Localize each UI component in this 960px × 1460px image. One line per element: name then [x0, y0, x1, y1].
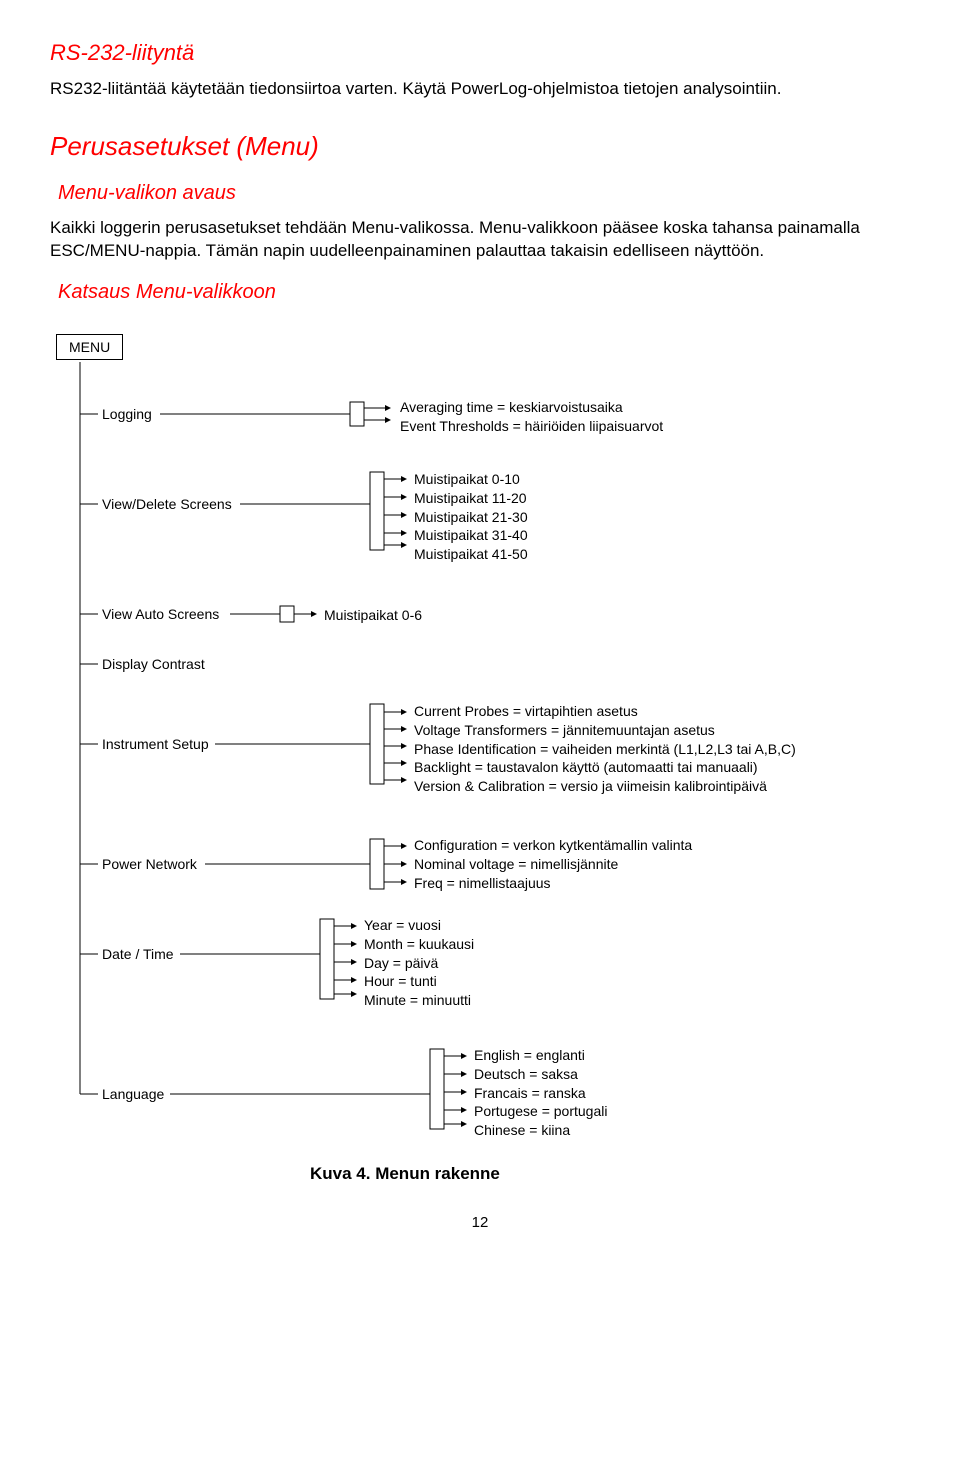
- node-contrast: Display Contrast: [102, 656, 205, 672]
- menu-root-box: MENU: [56, 334, 123, 360]
- leaf-logging: Averaging time = keskiarvoistusaika Even…: [400, 398, 663, 436]
- node-logging: Logging: [102, 406, 152, 422]
- node-power: Power Network: [102, 856, 197, 872]
- menu-avaus-heading: Menu-valikon avaus: [58, 182, 910, 205]
- figure-caption: Kuva 4. Menun rakenne: [310, 1164, 910, 1184]
- rs232-body: RS232-liitäntää käytetään tiedonsiirtoa …: [50, 78, 910, 101]
- leaf-language: English = englanti Deutsch = saksa Franc…: [474, 1046, 607, 1140]
- leaf-viewdelete: Muistipaikat 0-10 Muistipaikat 11-20 Mui…: [414, 470, 528, 564]
- menu-tree-diagram: MENU Logging View/Delete Screens View Au…: [50, 334, 910, 1154]
- node-language: Language: [102, 1086, 164, 1102]
- menu-avaus-body: Kaikki loggerin perusasetukset tehdään M…: [50, 217, 910, 263]
- node-viewdelete: View/Delete Screens: [102, 496, 232, 512]
- node-instrument: Instrument Setup: [102, 736, 209, 752]
- leaf-power: Configuration = verkon kytkentämallin va…: [414, 836, 692, 893]
- leaf-viewauto: Muistipaikat 0-6: [324, 606, 422, 625]
- node-viewauto: View Auto Screens: [102, 606, 219, 622]
- node-datetime: Date / Time: [102, 946, 174, 962]
- leaf-instrument: Current Probes = virtapihtien asetus Vol…: [414, 702, 796, 796]
- katsaus-heading: Katsaus Menu-valikkoon: [58, 281, 910, 304]
- perusasetukset-heading: Perusasetukset (Menu): [50, 131, 910, 162]
- page-number: 12: [50, 1214, 910, 1231]
- leaf-datetime: Year = vuosi Month = kuukausi Day = päiv…: [364, 916, 474, 1010]
- rs232-heading: RS-232-liityntä: [50, 40, 910, 66]
